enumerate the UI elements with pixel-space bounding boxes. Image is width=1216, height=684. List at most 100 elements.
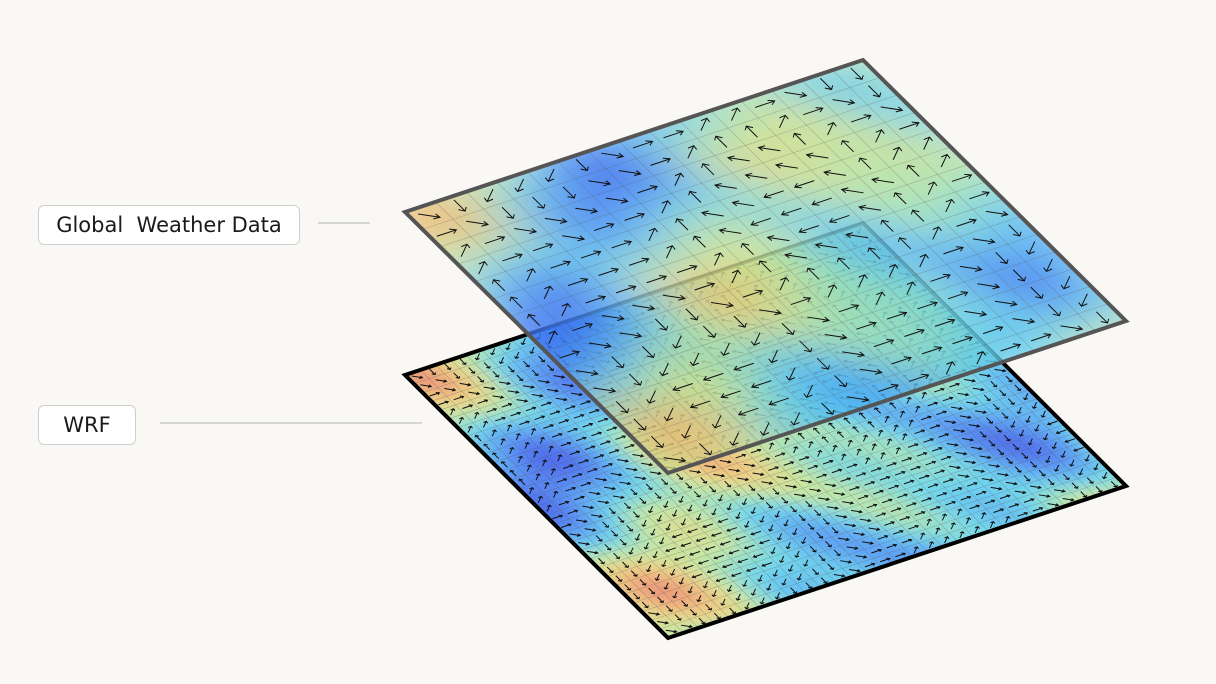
wind-arrow bbox=[910, 547, 921, 553]
wind-arrow bbox=[889, 355, 913, 366]
wind-arrow bbox=[613, 494, 624, 500]
wind-arrow bbox=[711, 298, 733, 310]
wind-arrow bbox=[680, 146, 702, 158]
wind-arrow bbox=[951, 487, 963, 492]
wind-arrow bbox=[967, 190, 991, 201]
wind-arrow bbox=[1037, 470, 1047, 477]
wind-arrow bbox=[479, 421, 490, 427]
wind-arrow bbox=[792, 178, 816, 189]
wind-arrow bbox=[772, 278, 794, 290]
wind-arrow bbox=[916, 452, 928, 457]
wind-arrow bbox=[420, 382, 431, 388]
wind-arrow bbox=[924, 461, 936, 466]
wind-arrow bbox=[929, 424, 941, 429]
wind-arrow bbox=[846, 230, 868, 242]
wind-arrow bbox=[942, 478, 954, 483]
wind-arrow bbox=[737, 406, 761, 417]
wind-arrow bbox=[506, 366, 516, 373]
grid-line bbox=[558, 161, 821, 422]
wind-arrow bbox=[757, 598, 768, 604]
wind-arrow bbox=[885, 462, 897, 467]
wind-arrow bbox=[816, 77, 835, 91]
wind-arrow bbox=[641, 228, 663, 240]
wind-arrow bbox=[1041, 433, 1052, 439]
wind-arrow bbox=[971, 445, 982, 451]
wind-arrow bbox=[761, 479, 772, 485]
wind-arrow bbox=[1012, 314, 1034, 326]
wind-arrow bbox=[461, 404, 473, 409]
wind-arrow bbox=[920, 182, 942, 194]
wind-arrow bbox=[694, 514, 705, 520]
wind-arrow bbox=[1021, 242, 1043, 254]
wind-arrow bbox=[1004, 457, 1014, 464]
wind-arrow bbox=[650, 551, 661, 557]
wind-arrow bbox=[1002, 516, 1013, 522]
wind-arrow bbox=[996, 448, 1006, 455]
wind-arrow bbox=[855, 472, 867, 477]
wind-arrow bbox=[468, 390, 479, 396]
wind-arrow bbox=[686, 190, 705, 204]
wind-arrow bbox=[894, 471, 906, 476]
wind-arrow bbox=[870, 467, 882, 472]
wind-arrow bbox=[838, 536, 849, 542]
wind-arrow bbox=[786, 565, 797, 571]
wind-arrow bbox=[797, 223, 821, 234]
wind-arrow bbox=[576, 518, 587, 524]
wind-arrow bbox=[455, 418, 466, 424]
wind-arrow bbox=[818, 402, 837, 416]
wind-arrow bbox=[683, 482, 693, 489]
heat-cell bbox=[845, 60, 895, 61]
grid-line bbox=[589, 407, 1047, 559]
wind-arrow bbox=[913, 429, 925, 434]
wind-arrow bbox=[540, 169, 562, 181]
wind-arrow bbox=[619, 328, 641, 340]
wind-arrow bbox=[534, 496, 545, 502]
wind-arrow bbox=[609, 239, 633, 250]
wind-arrow bbox=[648, 157, 672, 168]
wind-arrow bbox=[509, 470, 519, 477]
wind-arrow bbox=[601, 463, 613, 468]
wind-arrow bbox=[731, 572, 743, 577]
wind-arrow bbox=[614, 435, 626, 440]
wind-arrow bbox=[801, 560, 812, 566]
wind-arrow bbox=[973, 386, 984, 392]
wind-arrow bbox=[1009, 268, 1028, 282]
wind-arrow bbox=[1067, 460, 1078, 466]
wind-arrow bbox=[724, 503, 735, 509]
grid-line bbox=[466, 192, 729, 453]
wind-arrow bbox=[797, 433, 807, 440]
wind-arrow bbox=[813, 357, 832, 371]
wind-arrow bbox=[892, 530, 904, 535]
wind-arrow bbox=[707, 253, 729, 265]
wind-arrow bbox=[588, 409, 600, 414]
wind-arrow bbox=[606, 194, 628, 206]
wind-arrow bbox=[608, 355, 627, 369]
wind-arrow bbox=[657, 538, 668, 544]
wind-arrow bbox=[746, 567, 758, 572]
wind-arrow bbox=[1043, 456, 1054, 462]
wind-arrow bbox=[853, 449, 864, 455]
wind-arrow bbox=[482, 444, 492, 451]
wind-arrow bbox=[521, 442, 532, 448]
wind-arrow bbox=[863, 481, 875, 486]
wind-arrow bbox=[847, 392, 869, 404]
wind-arrow bbox=[1020, 452, 1030, 459]
global-layer bbox=[357, 32, 1175, 501]
wind-arrow bbox=[814, 450, 825, 456]
wind-arrow bbox=[479, 189, 501, 201]
wind-arrow bbox=[749, 216, 773, 227]
wind-arrow bbox=[783, 461, 795, 466]
wind-arrow bbox=[488, 348, 499, 354]
wind-arrow bbox=[768, 233, 790, 245]
wind-arrow bbox=[851, 426, 861, 433]
wind-arrow bbox=[648, 610, 659, 616]
wind-arrow bbox=[900, 457, 912, 462]
wind-arrow bbox=[530, 451, 541, 457]
wind-arrow bbox=[647, 435, 666, 449]
wind-arrow bbox=[740, 289, 764, 300]
wind-arrow bbox=[515, 456, 526, 462]
wind-arrow bbox=[799, 385, 821, 397]
wind-arrow bbox=[549, 410, 561, 415]
wind-arrow bbox=[1070, 482, 1080, 489]
wind-arrow bbox=[935, 410, 947, 415]
